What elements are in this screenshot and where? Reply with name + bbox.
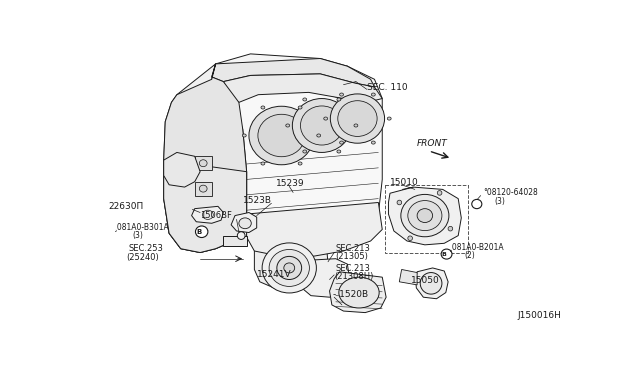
Ellipse shape xyxy=(387,117,391,120)
Text: 1506BF: 1506BF xyxy=(200,211,232,220)
Text: - 1520B: - 1520B xyxy=(333,290,369,299)
Ellipse shape xyxy=(303,98,307,101)
Text: (21308H): (21308H) xyxy=(334,272,374,281)
Text: 15239: 15239 xyxy=(276,179,305,188)
Ellipse shape xyxy=(472,199,482,209)
Text: SEC.213: SEC.213 xyxy=(336,244,371,253)
Text: ¸081A0-B301A: ¸081A0-B301A xyxy=(114,222,170,231)
Text: 22630Π: 22630Π xyxy=(108,202,143,211)
Polygon shape xyxy=(388,187,461,245)
Ellipse shape xyxy=(269,250,309,286)
Text: 15010: 15010 xyxy=(390,178,419,187)
Text: J150016H: J150016H xyxy=(518,311,562,320)
Text: (2): (2) xyxy=(465,251,475,260)
Bar xyxy=(385,185,468,253)
Polygon shape xyxy=(246,202,382,256)
Ellipse shape xyxy=(337,98,340,101)
Ellipse shape xyxy=(195,226,208,238)
Text: (21305): (21305) xyxy=(336,252,369,261)
Ellipse shape xyxy=(303,150,307,153)
Text: SEC.253: SEC.253 xyxy=(128,244,163,253)
Polygon shape xyxy=(164,160,246,253)
Ellipse shape xyxy=(199,160,207,167)
Ellipse shape xyxy=(261,106,265,109)
Polygon shape xyxy=(415,268,448,299)
Text: (3): (3) xyxy=(132,231,143,240)
Polygon shape xyxy=(164,64,246,253)
Text: B: B xyxy=(441,251,446,257)
Polygon shape xyxy=(223,235,246,246)
Text: SEC. 110: SEC. 110 xyxy=(367,83,408,92)
Ellipse shape xyxy=(202,210,213,219)
Text: °08120-64028: °08120-64028 xyxy=(483,188,538,197)
Ellipse shape xyxy=(284,263,294,273)
Polygon shape xyxy=(223,74,382,102)
Polygon shape xyxy=(195,156,212,170)
Ellipse shape xyxy=(286,124,290,127)
Polygon shape xyxy=(212,54,371,102)
Ellipse shape xyxy=(420,273,442,294)
Ellipse shape xyxy=(408,236,412,241)
Text: SEC.213: SEC.213 xyxy=(336,263,371,273)
Polygon shape xyxy=(195,182,212,196)
Ellipse shape xyxy=(258,114,305,157)
Ellipse shape xyxy=(199,185,207,192)
Ellipse shape xyxy=(261,162,265,165)
Text: 15050: 15050 xyxy=(411,276,440,285)
Polygon shape xyxy=(164,153,200,187)
Text: 1523B: 1523B xyxy=(243,196,272,205)
Ellipse shape xyxy=(340,141,344,144)
Ellipse shape xyxy=(262,243,316,293)
Text: B: B xyxy=(196,229,201,235)
Ellipse shape xyxy=(337,150,340,153)
Ellipse shape xyxy=(239,218,252,229)
Polygon shape xyxy=(191,206,223,223)
Ellipse shape xyxy=(277,256,301,279)
Polygon shape xyxy=(231,212,257,232)
Ellipse shape xyxy=(354,124,358,127)
Ellipse shape xyxy=(330,94,385,143)
Polygon shape xyxy=(216,64,382,256)
Ellipse shape xyxy=(249,106,314,165)
Ellipse shape xyxy=(397,200,402,205)
Polygon shape xyxy=(330,272,386,312)
Ellipse shape xyxy=(339,277,379,308)
Polygon shape xyxy=(212,58,374,87)
Polygon shape xyxy=(300,259,349,297)
Ellipse shape xyxy=(371,141,375,144)
Text: FRONT: FRONT xyxy=(417,139,448,148)
Ellipse shape xyxy=(417,209,433,222)
Ellipse shape xyxy=(237,232,245,240)
Ellipse shape xyxy=(448,226,452,231)
Ellipse shape xyxy=(401,195,449,237)
Polygon shape xyxy=(164,64,246,253)
Ellipse shape xyxy=(437,190,442,195)
Ellipse shape xyxy=(340,93,344,96)
Polygon shape xyxy=(254,239,328,289)
Text: (25240): (25240) xyxy=(127,253,159,262)
Text: 15241V: 15241V xyxy=(257,270,291,279)
Ellipse shape xyxy=(298,106,302,109)
Ellipse shape xyxy=(317,134,321,137)
Ellipse shape xyxy=(371,93,375,96)
Ellipse shape xyxy=(300,106,343,145)
Text: ¸081A0-B201A: ¸081A0-B201A xyxy=(449,242,504,251)
Ellipse shape xyxy=(408,201,442,231)
Ellipse shape xyxy=(441,249,452,259)
Polygon shape xyxy=(399,269,417,285)
Text: (3): (3) xyxy=(495,197,506,206)
Ellipse shape xyxy=(292,99,351,153)
Ellipse shape xyxy=(243,134,246,137)
Ellipse shape xyxy=(338,101,377,137)
Ellipse shape xyxy=(324,117,328,120)
Ellipse shape xyxy=(298,162,302,165)
